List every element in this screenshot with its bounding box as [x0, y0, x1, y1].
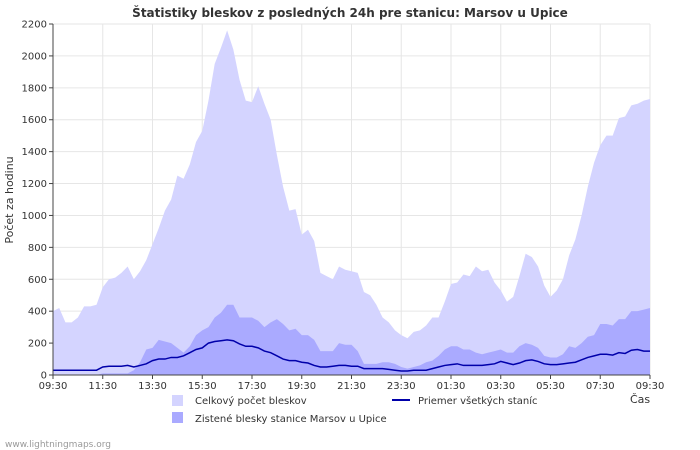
x-tick-label: 03:30 [486, 381, 515, 392]
x-tick-label: 01:30 [437, 381, 466, 392]
legend: Celkový počet bleskov Zistené blesky sta… [172, 395, 538, 425]
y-tick-labels: 0 200 400 600 800 1000 1200 1400 1600 1800 2000 220… [22, 20, 53, 382]
y-tick-label: 1800 [22, 83, 47, 94]
y-tick-label: 0 [41, 371, 47, 382]
plot-series [53, 30, 650, 375]
legend-label-average: Priemer všetkých staníc [418, 395, 538, 407]
x-tick-labels: 09:30 11:30 13:30 15:30 17:30 19:30 21:30 23:30… [39, 375, 665, 392]
y-tick-label: 1400 [22, 147, 47, 158]
y-tick-label: 800 [28, 243, 47, 254]
area-total-strikes [53, 30, 650, 375]
chart-title: Štatistiky bleskov z posledných 24h pre … [132, 5, 568, 20]
y-tick-label: 200 [28, 339, 47, 350]
y-tick-label: 400 [28, 307, 47, 318]
y-axis-label: Počet za hodinu [3, 156, 16, 243]
x-tick-label: 15:30 [188, 381, 217, 392]
x-tick-label: 21:30 [337, 381, 366, 392]
line-average-all-stations [53, 339, 650, 372]
x-tick-label: 17:30 [238, 381, 267, 392]
y-tick-label: 600 [28, 275, 47, 286]
legend-label-station: Zistené blesky stanice Marsov u Upice [195, 413, 387, 425]
x-axis-label: Čas [630, 393, 650, 406]
y-tick-label: 1200 [22, 179, 47, 190]
legend-swatch-total [172, 395, 183, 406]
legend-swatch-station [172, 412, 183, 423]
x-tick-label: 07:30 [586, 381, 615, 392]
area-station-strikes [53, 304, 650, 375]
x-tick-label: 05:30 [536, 381, 565, 392]
y-tick-label: 2200 [22, 20, 47, 31]
y-tick-label: 1000 [22, 211, 47, 222]
y-tick-label: 1600 [22, 115, 47, 126]
y-tick-label: 2000 [22, 51, 47, 62]
legend-label-total: Celkový počet bleskov [195, 395, 307, 407]
x-tick-label: 11:30 [88, 381, 117, 392]
source-footer: www.lightningmaps.org [5, 440, 111, 450]
x-tick-label: 23:30 [387, 381, 416, 392]
x-tick-label: 13:30 [138, 381, 167, 392]
x-tick-label: 09:30 [636, 381, 665, 392]
x-tick-label: 19:30 [287, 381, 316, 392]
x-tick-label: 09:30 [39, 381, 68, 392]
